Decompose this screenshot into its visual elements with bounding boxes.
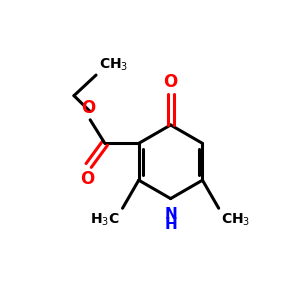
Text: N: N — [164, 207, 177, 222]
Text: O: O — [80, 170, 94, 188]
Text: H: H — [164, 217, 177, 232]
Text: H$_3$C: H$_3$C — [91, 211, 120, 228]
Text: O: O — [81, 100, 95, 118]
Text: CH$_3$: CH$_3$ — [221, 211, 250, 228]
Text: CH$_3$: CH$_3$ — [99, 56, 128, 73]
Text: O: O — [164, 73, 178, 91]
